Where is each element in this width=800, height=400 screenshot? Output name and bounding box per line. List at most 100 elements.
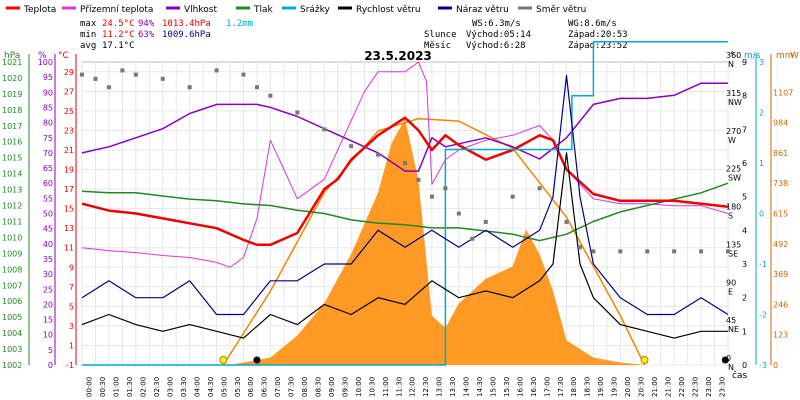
tick-ms: 8 (742, 92, 747, 101)
tick-x: 03:00 (166, 377, 174, 397)
tick-x: 23:00 (705, 377, 713, 397)
wind-dir-point (510, 194, 515, 199)
tick-hpa: 1005 (2, 313, 22, 322)
tick-x: 13:30 (449, 377, 457, 397)
series-wind-gust (81, 74, 729, 316)
tick-ms: 0 (742, 361, 747, 370)
tick-x: 07:00 (274, 377, 282, 397)
tick-pct: 20 (43, 300, 53, 309)
tick-mm: 0 (773, 361, 778, 370)
tick-pct: 80 (43, 119, 53, 128)
tick-dir: SE (728, 249, 738, 258)
tick-deg: 0 (726, 354, 731, 363)
stat-moon-rise: Východ:6:28 (466, 41, 526, 51)
tick-ms: 2 (742, 294, 747, 303)
legend-label: Teplota (23, 5, 56, 15)
wind-dir-point (160, 76, 165, 81)
stat-max-press: 1013.4hPa (162, 19, 211, 29)
tick-deg: 90 (726, 278, 736, 287)
wind-dir-point (577, 245, 582, 250)
tick-x: 11:30 (395, 377, 403, 397)
legend-label: Srážky (300, 5, 331, 15)
tick-x: 22:30 (691, 377, 699, 397)
tick-degc: 11 (64, 244, 74, 253)
tick-pct: 65 (43, 164, 53, 173)
tick-hpa: 1004 (2, 329, 22, 338)
wind-dir-point (429, 194, 434, 199)
tick-ms: 9 (742, 58, 747, 67)
tick-pct: 35 (43, 255, 53, 264)
tick-ms: 1 (742, 327, 747, 336)
tick-x: 01:00 (113, 377, 121, 397)
stat-min-press: 1009.6hPa (162, 30, 211, 40)
sunrise-marker (219, 356, 228, 364)
tick-mm: 1107 (773, 88, 793, 97)
tick-mm: 246 (773, 300, 788, 309)
tick-ms-alt: -3 (759, 361, 767, 370)
tick-x: 12:00 (409, 377, 417, 397)
legend-label: Vlhkost (184, 5, 217, 15)
tick-degc: 21 (64, 146, 74, 155)
tick-x: 06:30 (261, 377, 269, 397)
tick-deg: 315 (726, 89, 741, 98)
stat-max-hum: 94% (138, 19, 155, 29)
wind-dir-point (537, 186, 542, 191)
wind-dir-point (726, 249, 730, 254)
tick-x: 14:00 (463, 377, 471, 397)
tick-dir: NW (728, 98, 742, 107)
tick-x: 20:30 (638, 377, 646, 397)
series-pressure (81, 182, 729, 242)
tick-x: 21:00 (651, 377, 659, 397)
tick-pct: 100 (38, 58, 53, 67)
tick-degc: 7 (69, 283, 74, 292)
tick-x: 10:00 (355, 377, 363, 397)
wind-dir-point (564, 219, 569, 224)
tick-x: 11:00 (382, 377, 390, 397)
wind-dir-point (214, 68, 219, 73)
tick-x: 19:00 (597, 377, 605, 397)
tick-hpa: 1013 (2, 186, 22, 195)
tick-hpa: 1008 (2, 265, 22, 274)
tick-hpa: 1021 (2, 58, 22, 67)
wind-dir-point (80, 72, 84, 77)
stat-avg-temp: 17.1°C (102, 41, 135, 51)
tick-x: 06:00 (247, 377, 255, 397)
tick-x: 20:00 (624, 377, 632, 397)
axis-label-w: W (790, 51, 799, 61)
tick-deg: 225 (726, 165, 741, 174)
tick-ms: 6 (742, 159, 747, 168)
tick-ms: 4 (742, 226, 747, 235)
stat-wind-gust: WG:8.6m/s (568, 19, 617, 29)
series-sunshine (222, 117, 646, 366)
series-temperature (81, 116, 729, 247)
tick-deg: 45 (726, 316, 736, 325)
tick-hpa: 1011 (2, 217, 22, 226)
legend-label: Tlak (253, 5, 274, 15)
stat-min-label: min (80, 30, 96, 40)
tick-mm: 615 (773, 210, 788, 219)
axis-label-ms: m/s (744, 51, 761, 61)
stat-avg-label: avg (80, 41, 96, 51)
tick-degc: 3 (69, 322, 74, 331)
tick-pct: 40 (43, 240, 53, 249)
axis-label-pct: % (38, 51, 47, 61)
tick-x: 07:30 (288, 377, 296, 397)
tick-hpa: 1003 (2, 345, 22, 354)
tick-degc: 25 (64, 107, 74, 116)
tick-x: 03:30 (180, 377, 188, 397)
wind-dir-point (456, 211, 461, 216)
tick-x: 23:30 (718, 377, 726, 397)
tick-pct: 60 (43, 179, 53, 188)
series-ground-temp (81, 61, 729, 268)
tick-hpa: 1019 (2, 90, 22, 99)
tick-x: 15:00 (489, 377, 497, 397)
axis-label-x: čas (732, 370, 747, 381)
tick-x: 01:30 (126, 377, 134, 397)
tick-deg: 135 (726, 240, 741, 249)
tick-ms-alt: 3 (759, 58, 764, 67)
tick-degc: -1 (66, 361, 74, 370)
tick-degc: 27 (64, 87, 74, 96)
tick-degc: 9 (69, 263, 74, 272)
moonset-marker (721, 356, 729, 364)
legend-label: Rychlost větru (356, 5, 421, 15)
